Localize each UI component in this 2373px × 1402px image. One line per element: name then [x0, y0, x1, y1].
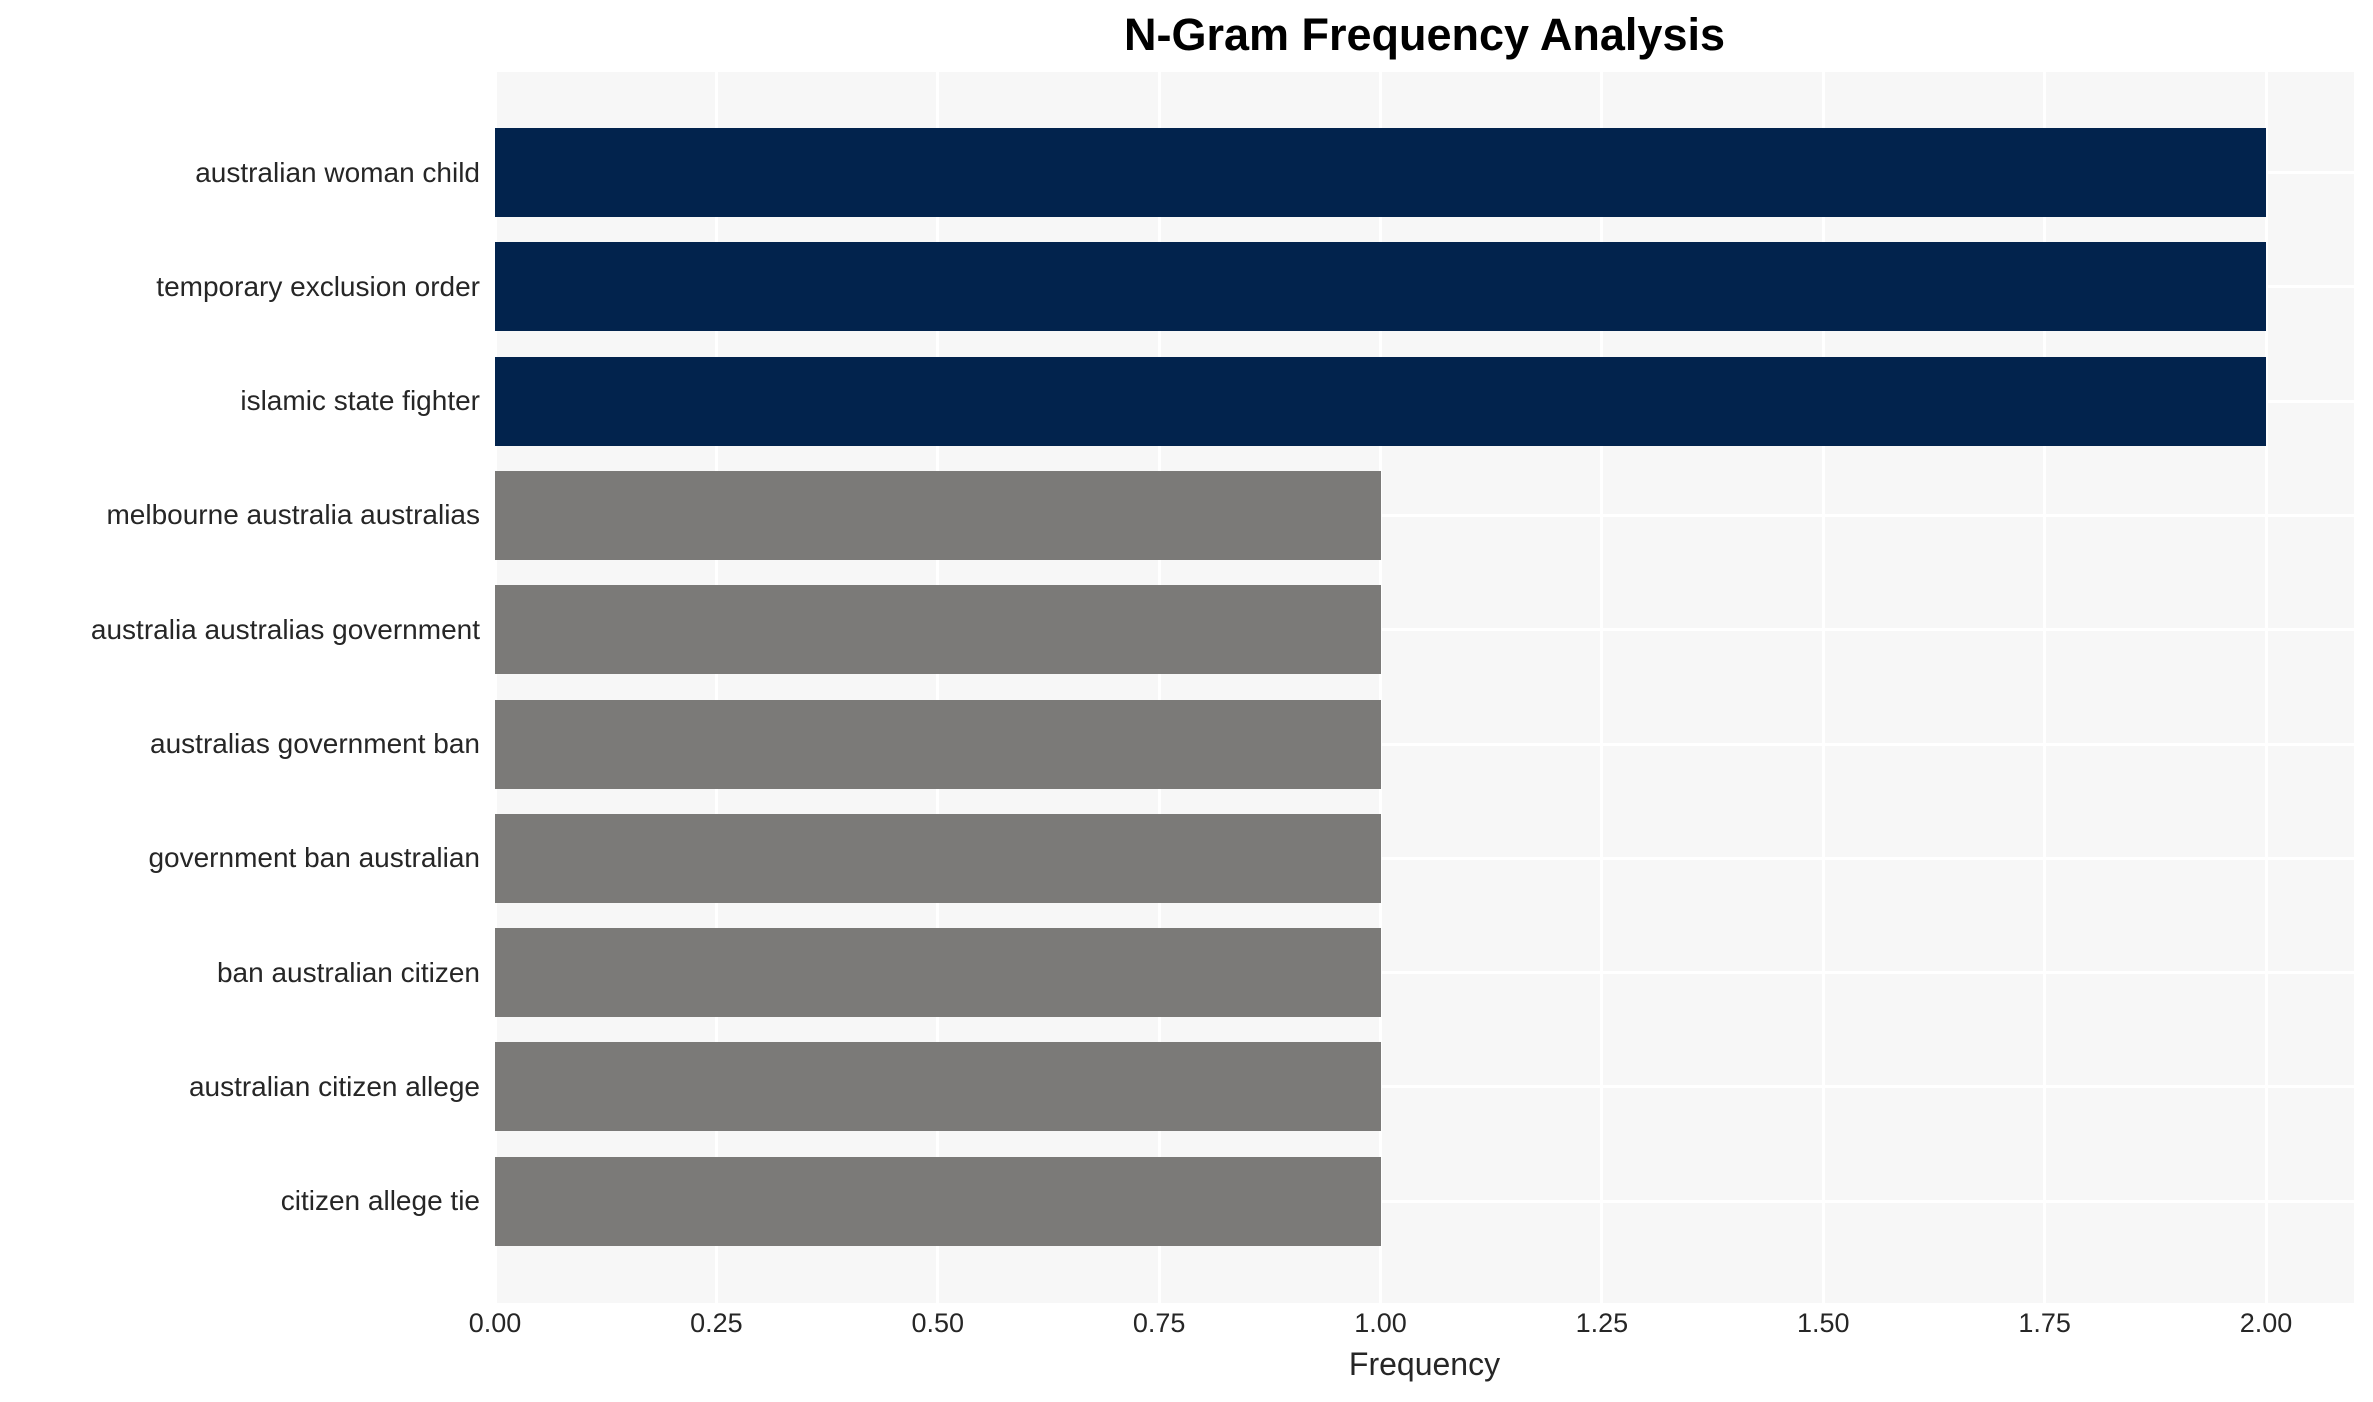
- x-axis-tick-label: 0.25: [690, 1308, 743, 1338]
- bar-citizen-allege-tie: [495, 1156, 1381, 1246]
- y-axis-label: australia australias government: [90, 613, 480, 645]
- vertical-gridline: [1157, 72, 1161, 1303]
- vertical-gridline: [714, 72, 718, 1303]
- x-axis-tick-label: 1.50: [1796, 1308, 1850, 1338]
- bar-government-ban-australian: [495, 813, 1381, 903]
- y-axis-label: australian citizen allege: [188, 1070, 480, 1102]
- chart-title: N-Gram Frequency Analysis: [1123, 9, 1726, 60]
- bar-melbourne-australia-australias: [495, 470, 1381, 560]
- vertical-gridline: [2264, 72, 2268, 1303]
- x-axis-tick-label: 1.25: [1575, 1308, 1629, 1338]
- vertical-gridline: [1821, 72, 1825, 1303]
- vertical-gridline: [495, 72, 497, 1303]
- horizontal-gridline: [495, 1199, 2354, 1203]
- horizontal-gridline: [495, 513, 2354, 517]
- x-axis-tick-label: 0.75: [1132, 1308, 1186, 1338]
- x-axis-tick-label: 2.00: [2239, 1308, 2293, 1338]
- horizontal-gridline: [495, 1085, 2354, 1089]
- x-axis-tick-label: 1.00: [1354, 1308, 1407, 1338]
- bar-temporary-exclusion-order: [495, 242, 2266, 332]
- x-axis-title: Frequency: [1348, 1346, 1501, 1382]
- horizontal-gridline: [495, 856, 2354, 860]
- y-axis-label: islamic state fighter: [240, 385, 480, 417]
- x-axis-tick-label: 0.50: [911, 1308, 965, 1338]
- vertical-gridline: [1379, 72, 1382, 1303]
- x-axis-tick-label: 0.00: [468, 1308, 522, 1338]
- bar-australias-government-ban: [495, 699, 1381, 789]
- vertical-gridline: [2043, 72, 2047, 1303]
- vertical-gridline: [1600, 72, 1604, 1303]
- y-axis-label: temporary exclusion order: [156, 270, 480, 302]
- y-axis-label: ban australian citizen: [216, 956, 480, 988]
- bar-australian-citizen-allege: [495, 1042, 1381, 1132]
- bar-ban-australian-citizen: [495, 928, 1381, 1018]
- horizontal-gridline: [495, 742, 2354, 746]
- y-axis-label: melbourne australia australias: [106, 499, 480, 531]
- vertical-gridline: [936, 72, 940, 1303]
- bar-australian-woman-child: [495, 128, 2266, 217]
- bar-australia-australias-government: [495, 585, 1381, 675]
- horizontal-gridline: [495, 628, 2354, 632]
- y-axis-label: government ban australian: [148, 842, 480, 874]
- y-axis-label: australias government ban: [150, 728, 480, 759]
- y-axis-label: citizen allege tie: [280, 1185, 480, 1217]
- bar-islamic-state-fighter: [495, 356, 2266, 446]
- horizontal-gridline: [495, 971, 2354, 975]
- x-axis-tick-label: 1.75: [2018, 1308, 2071, 1338]
- plot-area: [495, 72, 2354, 1303]
- y-axis-label: australian woman child: [195, 156, 480, 188]
